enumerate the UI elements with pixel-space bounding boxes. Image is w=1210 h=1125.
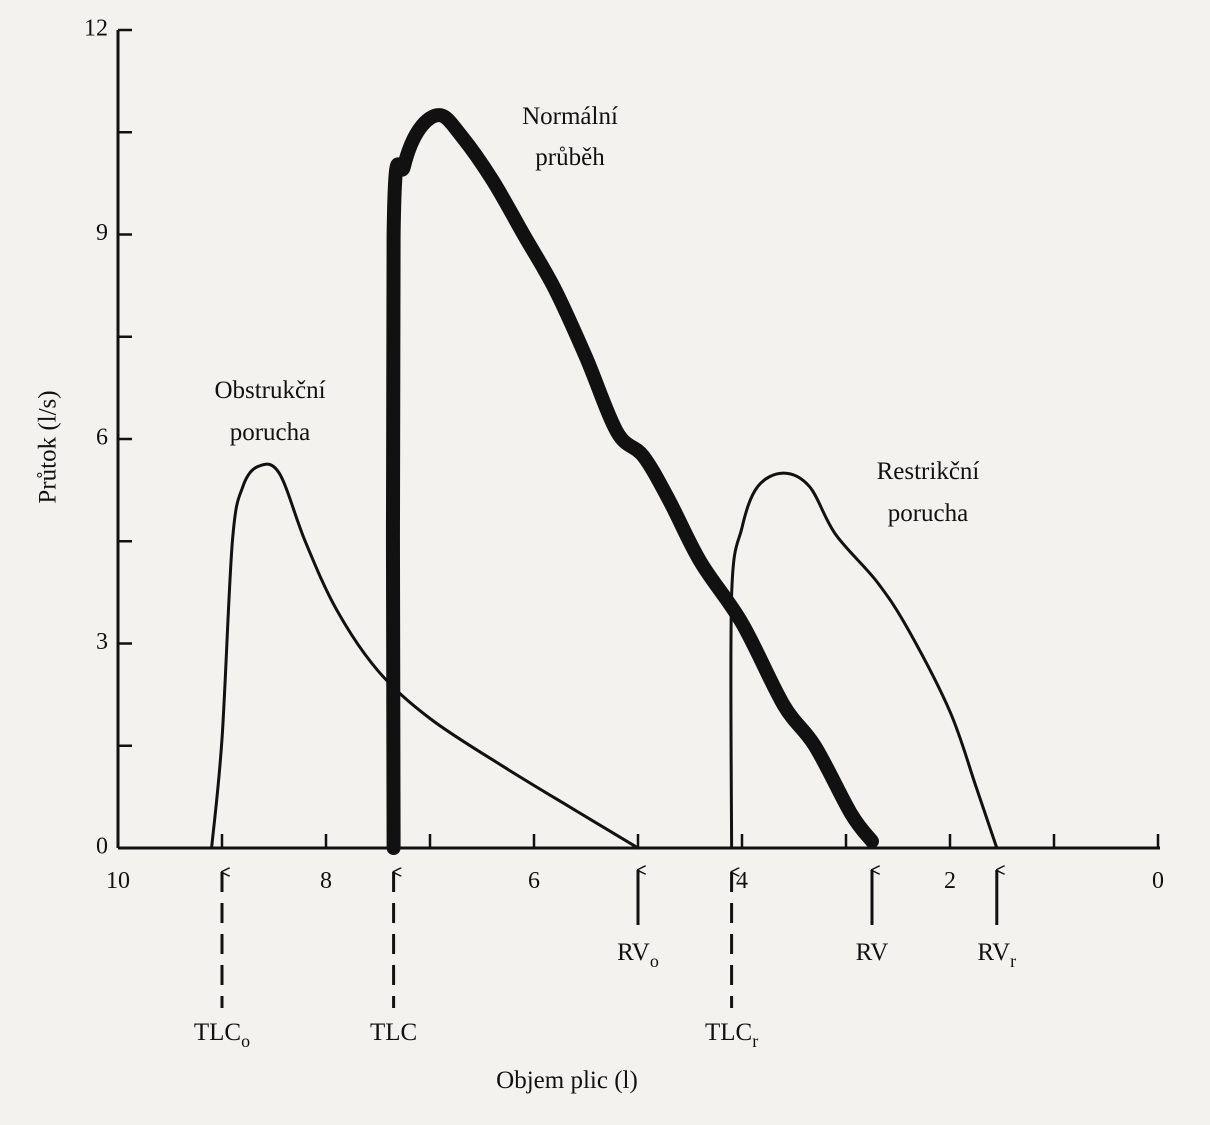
marker-label: TLC — [370, 1019, 417, 1046]
y-tick-label: 0 — [96, 834, 108, 860]
marker-label: TLCr — [705, 1019, 758, 1051]
curve-obstructive — [210, 462, 640, 850]
series-label-normal-line1: Normální — [522, 103, 618, 130]
x-axis-title: Objem plic (l) — [496, 1067, 638, 1094]
y-tick-label: 6 — [96, 425, 108, 451]
ticks — [116, 28, 1160, 850]
marker-label: RVo — [617, 939, 659, 971]
marker-rvo: RVo — [617, 870, 659, 971]
curves — [210, 108, 999, 855]
marker-label: TLCo — [194, 1019, 250, 1051]
marker-label: RVr — [977, 939, 1016, 971]
curve-normal — [385, 108, 879, 855]
x-tick-label: 4 — [736, 868, 748, 894]
series-labels: Obstrukční porucha Normální průběh Restr… — [214, 103, 979, 527]
x-tick-label: 2 — [944, 868, 956, 894]
y-axis-title: Průtok (l/s) — [35, 390, 62, 503]
y-tick-label: 9 — [96, 220, 108, 246]
x-tick-label: 0 — [1152, 868, 1164, 894]
series-label-obstructive-line2: porucha — [230, 419, 311, 446]
marker-tlc: TLC — [370, 872, 417, 1046]
marker-rvr: RVr — [977, 870, 1016, 971]
marker-tlco: TLCo — [194, 872, 250, 1051]
marker-label: RV — [856, 939, 889, 966]
marker-tlcr: TLCr — [705, 872, 758, 1051]
marker-rv: RV — [856, 870, 889, 966]
y-tick-label: 3 — [96, 629, 108, 655]
curve-restrictive — [729, 471, 999, 850]
series-label-normal-line2: průběh — [535, 144, 605, 171]
x-tick-label: 10 — [106, 868, 130, 894]
series-label-restrictive-line2: porucha — [888, 500, 969, 527]
tick-labels: 0 3 6 9 12 10 8 6 4 2 0 — [84, 16, 1164, 895]
y-tick-label: 12 — [84, 16, 108, 42]
series-label-obstructive-line1: Obstrukční — [214, 377, 325, 404]
series-label-restrictive-line1: Restrikční — [877, 458, 980, 485]
x-tick-label: 8 — [320, 868, 332, 894]
x-tick-label: 6 — [528, 868, 540, 894]
volume-markers: TLCo TLC RVo TLCr RV RVr — [194, 870, 1016, 1051]
